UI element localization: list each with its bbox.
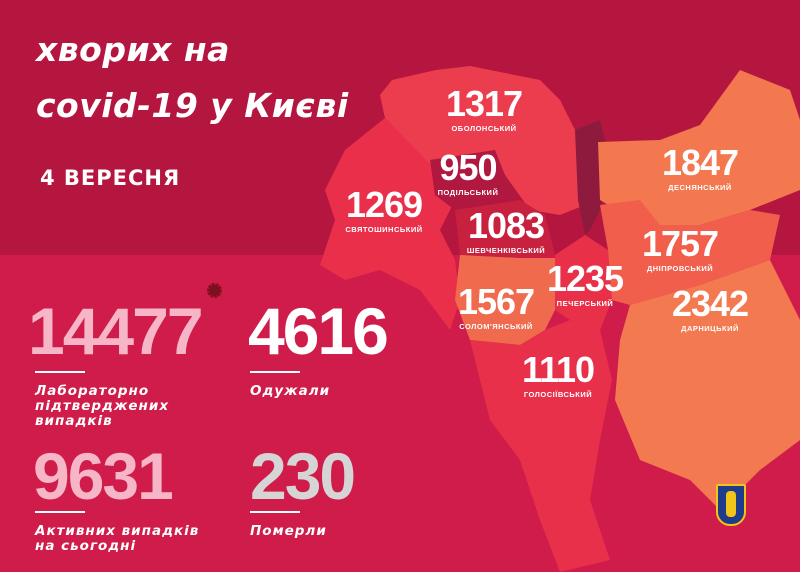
- district-name-shevchenkivskyi: ШЕВЧЕНКІВСЬКИЙ: [466, 246, 546, 255]
- virus-icon: [207, 283, 222, 298]
- label-line: випадків: [35, 413, 113, 429]
- district-value-podilskyi: 950: [439, 147, 497, 188]
- district-name-desnianskyi: ДЕСНЯНСЬКИЙ: [668, 183, 732, 192]
- district-name-obolonskyi: ОБОЛОНСЬКИЙ: [451, 124, 517, 133]
- recovered-label: Одужали: [250, 383, 331, 399]
- district-value-darnytskyi: 2342: [671, 283, 749, 324]
- district-shape-obolonskyi: [380, 66, 585, 215]
- label-line: Лабораторно: [35, 383, 150, 399]
- district-shape-shevchenkivskyi: [455, 200, 555, 258]
- label-line: Активних випадків: [35, 523, 200, 539]
- district-shape-dniprovskyi: [600, 200, 780, 305]
- label-line: підтверджених: [35, 398, 170, 414]
- district-value-sviatoshynskyi: 1269: [345, 184, 423, 225]
- divider: [250, 511, 300, 513]
- district-value-dniprovskyi: 1757: [641, 223, 719, 264]
- district-value-holosiivskyi: 1110: [521, 349, 595, 390]
- district-name-pecherskyi: ПЕЧЕРСЬКИЙ: [556, 299, 614, 308]
- deaths-label: Померли: [250, 523, 327, 539]
- title-line-2: covid-19 у Києві: [36, 86, 349, 125]
- active-label: Активних випадків на сьогодні: [35, 524, 199, 554]
- district-shape-holosiivskyi: [470, 320, 612, 572]
- district-value-pecherskyi: 1235: [546, 258, 624, 299]
- divider: [35, 511, 85, 513]
- district-value-obolonskyi: 1317: [445, 83, 523, 124]
- label-line: на сьогодні: [35, 538, 137, 554]
- kyiv-coat-of-arms-icon: [716, 484, 746, 526]
- recovered-count: 4616: [248, 294, 389, 368]
- district-shape-pecherskyi: [555, 235, 612, 330]
- divider: [250, 371, 300, 373]
- district-shape-sviatoshynskyi: [320, 118, 460, 330]
- district-shape-podilskyi: [430, 150, 520, 210]
- district-name-dniprovskyi: ДНІПРОВСЬКИЙ: [646, 264, 714, 273]
- district-shape-darnytskyi: [615, 260, 800, 510]
- district-name-solomianskyi: СОЛОМ'ЯНСЬКИЙ: [459, 322, 533, 331]
- district-name-podilskyi: ПОДІЛЬСЬКИЙ: [437, 188, 499, 197]
- district-value-desnianskyi: 1847: [661, 142, 739, 183]
- divider: [35, 371, 85, 373]
- district-shape-desnianskyi: [598, 70, 800, 225]
- district-name-sviatoshynskyi: СВЯТОШИНСЬКИЙ: [345, 225, 423, 234]
- confirmed-count: 14477: [28, 294, 204, 368]
- district-shape-solomianskyi: [455, 255, 555, 345]
- district-value-solomianskyi: 1567: [457, 281, 535, 322]
- district-name-darnytskyi: ДАРНИЦЬКИЙ: [681, 324, 739, 333]
- confirmed-label: Лабораторно підтверджених випадків: [35, 384, 169, 429]
- district-value-shevchenkivskyi: 1083: [467, 205, 545, 246]
- active-count: 9631: [33, 439, 174, 513]
- deaths-count: 230: [250, 439, 356, 513]
- district-name-holosiivskyi: ГОЛОСІЇВСЬКИЙ: [523, 390, 593, 399]
- date-label: 4 ВЕРЕСНЯ: [40, 166, 181, 190]
- title-line-1: хворих на: [36, 30, 230, 69]
